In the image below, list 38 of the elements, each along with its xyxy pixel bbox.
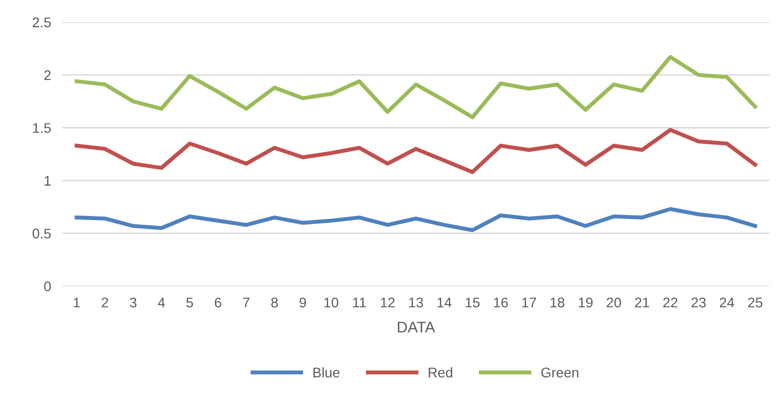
x-tick-label: 3 — [130, 298, 136, 308]
legend-label: Red — [428, 367, 452, 378]
line-series — [74, 128, 758, 174]
x-axis-title: DATA — [398, 322, 436, 332]
y-tick-label: 2.5 — [32, 18, 51, 28]
x-tick-label: 22 — [663, 298, 678, 308]
x-tick-label: 12 — [380, 298, 395, 308]
y-tick-label: 1.5 — [33, 123, 51, 133]
x-tick-label: 19 — [578, 298, 593, 308]
x-tick-label: 11 — [353, 298, 366, 308]
y-tick-label: 1 — [44, 176, 51, 186]
x-tick-label: 20 — [606, 298, 621, 308]
x-tick-label: 14 — [437, 298, 452, 308]
x-tick-label: 9 — [300, 298, 306, 308]
x-tick-label: 10 — [324, 298, 338, 308]
y-tick-label: 0.5 — [32, 228, 51, 239]
x-tick-label: 5 — [186, 298, 193, 308]
x-tick-label: 15 — [466, 298, 480, 308]
x-tick-label: 1 — [74, 298, 80, 308]
legend-label: Blue — [313, 367, 340, 378]
x-tick-label: 24 — [720, 298, 734, 308]
x-tick-label: 25 — [748, 298, 762, 308]
x-tick-label: 7 — [243, 298, 250, 308]
line-series — [74, 207, 758, 232]
x-tick-label: 23 — [692, 298, 706, 308]
x-tick-label: 16 — [494, 298, 508, 308]
y-tick-label: 2 — [44, 70, 51, 80]
x-tick-label: 8 — [271, 298, 278, 308]
x-tick-label: 4 — [158, 298, 165, 308]
x-tick-label: 21 — [635, 298, 650, 308]
y-tick-label: 0 — [44, 281, 51, 292]
x-tick-label: 6 — [214, 298, 222, 308]
x-tick-label: 13 — [409, 298, 423, 308]
legend-label: Green — [541, 368, 578, 378]
x-tick-label: 2 — [102, 298, 108, 308]
x-tick-label: 18 — [550, 298, 564, 308]
line-series — [74, 55, 758, 120]
x-tick-label: 17 — [522, 298, 536, 308]
